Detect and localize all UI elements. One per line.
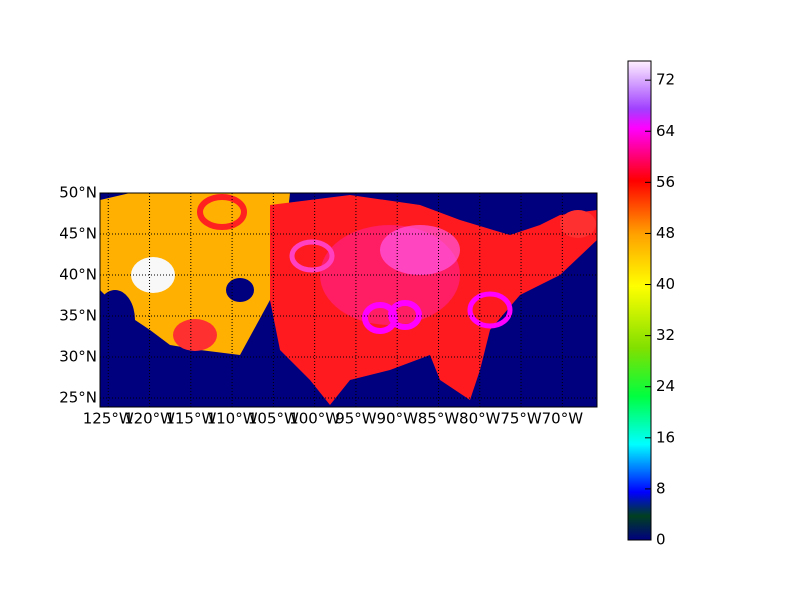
x-tick-label: 70°W: [542, 410, 584, 428]
y-tick-label: 40°N: [59, 265, 97, 283]
x-tick-label: 75°W: [500, 410, 542, 428]
colorbar: [627, 60, 652, 541]
radar-ring: [467, 291, 513, 329]
x-tick-label: 85°W: [418, 410, 460, 428]
colorbar-tick-label: 40: [656, 275, 675, 293]
colorbar-tick-label: 56: [656, 173, 675, 191]
radar-blob: [173, 319, 217, 351]
x-tick-label: 120°W: [124, 410, 175, 428]
colorbar-tick-label: 24: [656, 377, 675, 395]
radar-core: [380, 225, 460, 275]
colorbar-tick-label: 32: [656, 326, 675, 344]
y-tick-label: 45°N: [59, 224, 97, 242]
radar-ring: [388, 300, 422, 330]
radar-ring: [362, 302, 398, 334]
x-tick-label: 105°W: [248, 410, 299, 428]
y-tick-label: 25°N: [59, 388, 97, 406]
x-tick-label: 115°W: [165, 410, 216, 428]
colorbar-tick-label: 72: [656, 71, 675, 89]
y-tick-label: 30°N: [59, 347, 97, 365]
x-tick-label: 95°W: [335, 410, 377, 428]
x-tick-label: 100°W: [289, 410, 340, 428]
colorbar-tick-label: 16: [656, 428, 675, 446]
colorbar-tick-label: 0: [656, 531, 666, 549]
map-frame: [99, 192, 598, 408]
radar-blank: [131, 257, 175, 293]
radar-blob: [560, 210, 596, 238]
x-tick-label: 80°W: [459, 410, 501, 428]
y-tick-label: 35°N: [59, 306, 97, 324]
radar-ring: [197, 194, 247, 230]
radar-gap: [100, 290, 135, 350]
x-tick-label: 125°W: [83, 410, 134, 428]
radar-ring: [289, 239, 335, 273]
x-tick-label: 90°W: [376, 410, 418, 428]
radar-map: [100, 193, 597, 407]
colorbar-tick-label: 64: [656, 122, 675, 140]
y-tick-label: 50°N: [59, 184, 97, 202]
colorbar-tick-label: 48: [656, 224, 675, 242]
radar-west: [100, 193, 290, 355]
radar-gap: [226, 278, 254, 302]
x-tick-label: 110°W: [207, 410, 258, 428]
colorbar-tick-label: 8: [656, 479, 666, 497]
